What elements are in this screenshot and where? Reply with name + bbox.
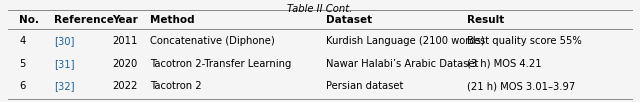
Text: Persian dataset: Persian dataset: [326, 81, 404, 91]
Text: Reference: Reference: [54, 15, 115, 25]
Text: 5: 5: [19, 59, 26, 69]
Text: Tacotron 2-Transfer Learning: Tacotron 2-Transfer Learning: [150, 59, 292, 69]
Text: 4: 4: [19, 36, 26, 46]
Text: Kurdish Language (2100 words): Kurdish Language (2100 words): [326, 36, 485, 46]
Text: Result: Result: [467, 15, 504, 25]
Text: Year: Year: [112, 15, 138, 25]
Text: [32]: [32]: [54, 81, 75, 91]
Text: [30]: [30]: [54, 36, 75, 46]
Text: Dataset: Dataset: [326, 15, 372, 25]
Text: 6: 6: [19, 81, 26, 91]
Text: (3 h) MOS 4.21: (3 h) MOS 4.21: [467, 59, 542, 69]
Text: (21 h) MOS 3.01–3.97: (21 h) MOS 3.01–3.97: [467, 81, 575, 91]
Text: 2022: 2022: [112, 81, 138, 91]
Text: Nawar Halabi’s Arabic Dataset: Nawar Halabi’s Arabic Dataset: [326, 59, 479, 69]
Text: 2011: 2011: [112, 36, 138, 46]
Text: 2020: 2020: [112, 59, 137, 69]
Text: [31]: [31]: [54, 59, 75, 69]
Text: Tacotron 2: Tacotron 2: [150, 81, 202, 91]
Text: Concatenative (Diphone): Concatenative (Diphone): [150, 36, 275, 46]
Text: Table II Cont.: Table II Cont.: [287, 4, 353, 14]
Text: No.: No.: [19, 15, 39, 25]
Text: Best quality score 55%: Best quality score 55%: [467, 36, 582, 46]
Text: Method: Method: [150, 15, 195, 25]
